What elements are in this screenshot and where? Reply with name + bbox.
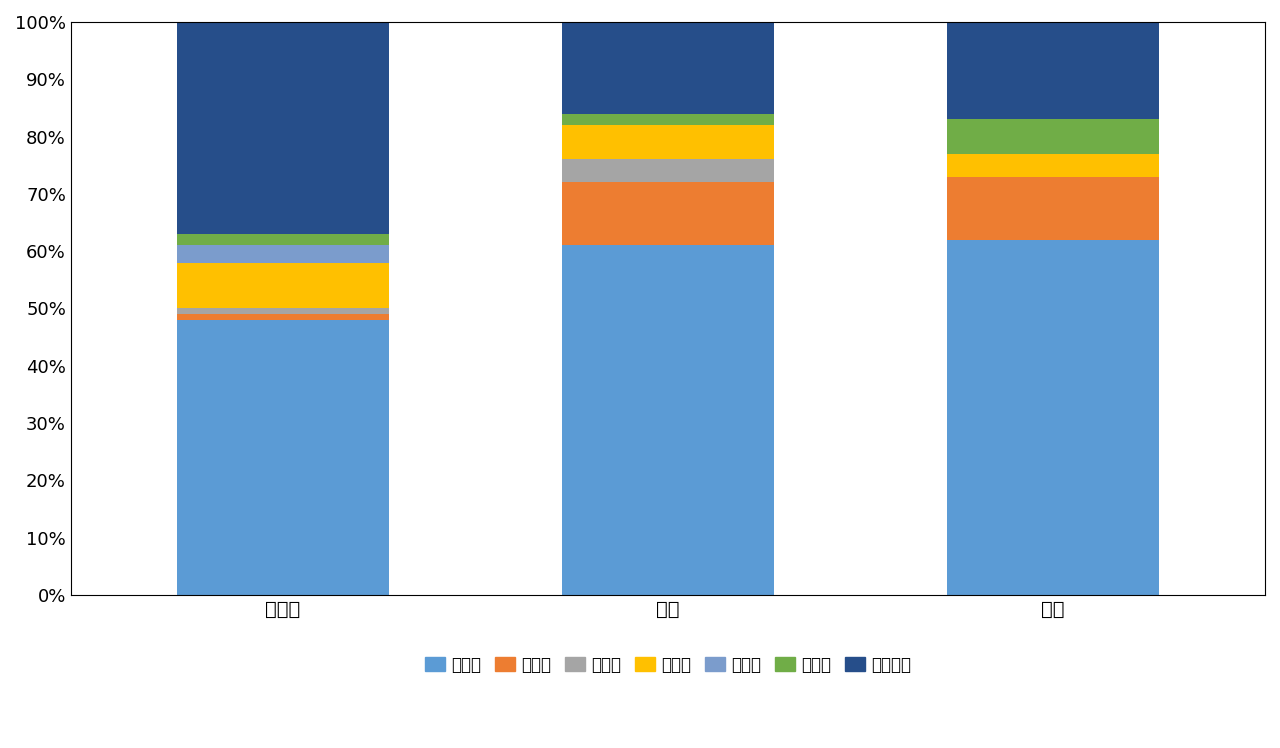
Bar	[562, 125, 774, 159]
Bar	[177, 308, 389, 314]
Bar	[562, 22, 774, 114]
Bar	[562, 114, 774, 125]
Bar	[947, 120, 1160, 154]
Bar	[947, 239, 1160, 595]
Bar	[177, 320, 389, 595]
Bar	[177, 245, 389, 263]
Bar	[562, 245, 774, 595]
Bar	[947, 177, 1160, 239]
Bar	[947, 22, 1160, 120]
Bar	[562, 159, 774, 183]
Bar	[177, 22, 389, 234]
Bar	[177, 263, 389, 308]
Bar	[947, 154, 1160, 177]
Bar	[177, 234, 389, 245]
Bar	[177, 314, 389, 320]
Legend: 江苏省, 上海市, 浙江省, 广东省, 安徽省, 山东省, 其他地区: 江苏省, 上海市, 浙江省, 广东省, 安徽省, 山东省, 其他地区	[419, 649, 918, 681]
Bar	[562, 183, 774, 245]
